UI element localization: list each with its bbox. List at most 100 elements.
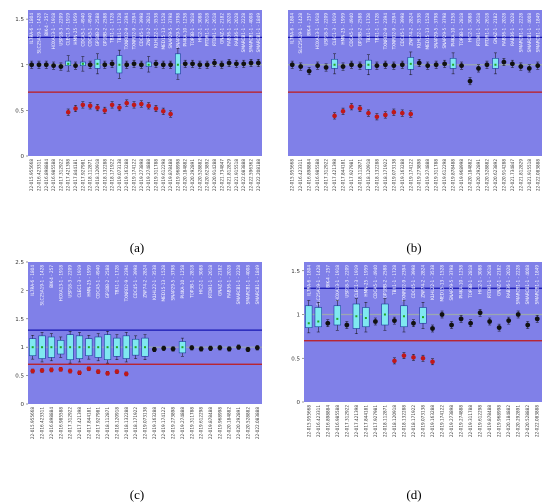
x-tick-label: 22-017.421398 <box>66 159 71 191</box>
low-signal-group <box>87 102 93 110</box>
x-tick-label: 22-020.528882 <box>484 159 489 191</box>
y-tick-label: 0 <box>297 400 301 406</box>
x-tick-label: 22-016.985588 <box>51 159 56 191</box>
x-tick-label: 22-022.208188 <box>256 159 261 191</box>
probe-label: RAB36-1 - 2028 <box>506 265 511 298</box>
x-tick-label: 22-019.968998 <box>217 407 222 439</box>
x-tick-label: 22-020.292891 <box>236 407 241 439</box>
median-mark <box>422 316 424 319</box>
probe-group <box>484 60 490 69</box>
data-point <box>535 63 541 69</box>
data-point <box>58 64 64 69</box>
x-tick-label: 22-015.955668 <box>290 159 295 191</box>
probe-group <box>66 331 74 364</box>
data-point <box>226 60 232 66</box>
probe-group <box>433 60 439 69</box>
probe-group <box>131 59 137 68</box>
x-tick-label: 22-019.968998 <box>497 405 502 437</box>
low-signal-group <box>374 113 380 121</box>
probe-group <box>43 60 49 69</box>
probe-label: SMARCB1-1 - 1849 <box>535 265 540 305</box>
x-tick-label: 22-017.844181 <box>363 405 368 437</box>
low-data-point <box>430 359 435 365</box>
data-point <box>506 318 512 324</box>
x-tick-label: 22-017.927981 <box>373 405 378 437</box>
probe-group <box>153 59 159 68</box>
low-signal-group <box>357 105 363 112</box>
probe-group <box>501 58 507 66</box>
probe-label: MED15-13 - 1528 <box>161 13 166 50</box>
x-tick-label: 22-019.878488 <box>451 159 456 191</box>
low-signal-group <box>168 110 173 118</box>
x-tick-label: 22-020.184882 <box>183 159 188 191</box>
x-tick-label: 22-020.292891 <box>476 159 481 191</box>
low-data-point <box>392 358 397 364</box>
x-tick-label: 22-018.112871 <box>382 405 387 437</box>
caption-c: (c) <box>129 487 145 502</box>
low-data-point <box>401 353 407 358</box>
caption-d: (d) <box>406 487 422 502</box>
probe-group <box>73 61 78 70</box>
x-tick-label: 22-020.292891 <box>516 405 521 437</box>
probe-group <box>449 52 457 75</box>
probe-group <box>113 334 121 360</box>
x-tick-label: 22-017.927981 <box>96 407 101 439</box>
low-data-point <box>49 367 54 373</box>
low-data-point <box>80 102 86 108</box>
y-tick-label: 1 <box>297 313 301 319</box>
low-signal-group <box>124 99 130 107</box>
x-tick-label: 22-019.274888 <box>425 159 430 191</box>
median-mark <box>452 63 455 66</box>
low-signal-group <box>58 367 64 372</box>
probe-group <box>391 61 397 70</box>
probe-label: CDCA5-1 - 4940 <box>88 13 93 47</box>
probe-label: CDC45-1 - 3998 <box>139 13 144 47</box>
data-point <box>477 310 483 316</box>
probe-group <box>315 61 321 70</box>
probe-label: TXNRD2-9 - 2394 <box>124 265 129 303</box>
probe-label: GP1BB-2 - 2588 <box>95 13 100 47</box>
probe-label: RTDR1-1 - 2618 <box>205 13 210 46</box>
probe-group <box>399 60 405 69</box>
probe-group <box>525 321 531 329</box>
low-data-point <box>366 110 371 116</box>
low-signal-group <box>392 357 397 365</box>
x-tick-label: 22-018.132288 <box>374 159 379 191</box>
low-data-point <box>67 368 73 374</box>
probe-label: TBX1-1 - 1728 <box>114 265 119 296</box>
probe-label: HOXA13-1 - 1918 <box>51 13 56 50</box>
low-data-point <box>114 369 120 374</box>
probe-label: SMARCB1-1 - 4008 <box>249 13 254 53</box>
y-tick-label: 0.5 <box>15 374 24 380</box>
probe-label: ZNF74-2 - 2824 <box>421 265 426 298</box>
data-point <box>416 60 422 66</box>
probe-label: RAB36-1 - 2028 <box>227 13 232 46</box>
data-point <box>340 64 346 69</box>
x-tick-label: 22-016.423311 <box>298 159 303 191</box>
median-mark <box>41 346 44 349</box>
probe-group <box>145 56 152 73</box>
plot-background <box>304 262 542 402</box>
x-tick-label: 22-022.083888 <box>255 407 260 439</box>
data-point <box>208 345 213 351</box>
probe-group <box>254 345 260 351</box>
low-signal-group <box>430 358 435 366</box>
probe-label: HMN-25 - 1959 <box>73 13 78 45</box>
probe-label: SMARCB1-1 - 4008 <box>245 265 250 305</box>
probe-group <box>58 62 64 71</box>
probe-group <box>449 321 454 329</box>
data-point <box>344 322 350 328</box>
probe-label: GP1BB-2 - 2588 <box>357 13 362 47</box>
data-point <box>374 63 380 69</box>
low-signal-group <box>349 103 354 111</box>
data-point <box>487 319 493 324</box>
y-tick-label: 0 <box>21 402 25 408</box>
low-signal-group <box>86 366 92 372</box>
probe-label: SMARCB1-1 - 4008 <box>525 265 530 305</box>
box-mark <box>419 307 427 324</box>
probe-group <box>349 60 354 69</box>
probe-label: TBX1-1 - 1728 <box>110 13 115 44</box>
data-point <box>459 63 464 69</box>
data-point <box>467 78 473 84</box>
low-signal-group <box>366 109 371 117</box>
